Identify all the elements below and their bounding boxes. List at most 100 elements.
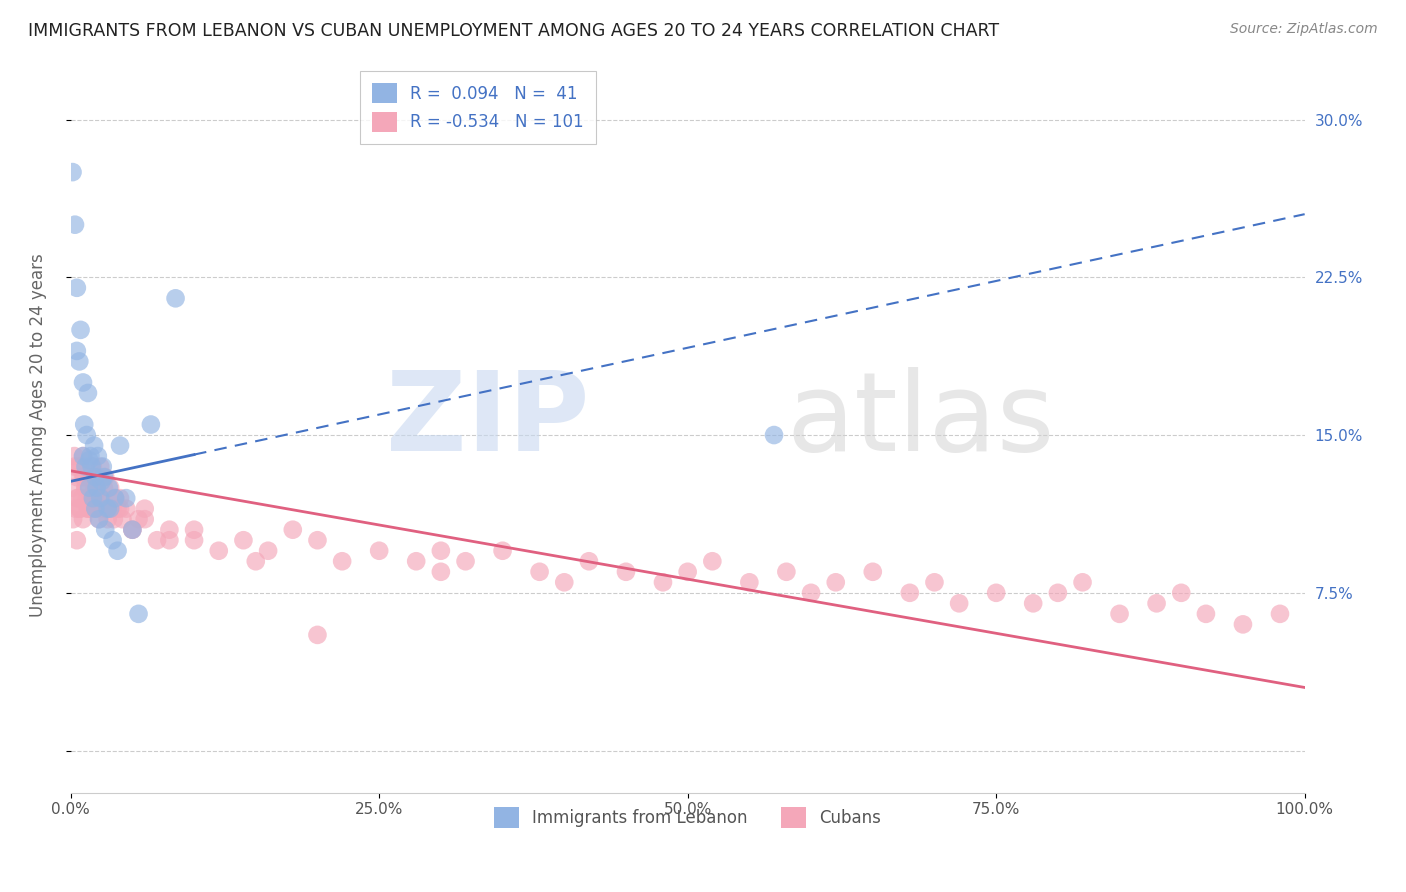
- Point: [529, 565, 551, 579]
- Point: [79, 491, 101, 505]
- Point: [62, 512, 84, 526]
- Point: [66, 491, 89, 505]
- Point: [98, 501, 121, 516]
- Point: [84, 491, 107, 505]
- Point: [134, 501, 156, 516]
- Point: [63, 218, 86, 232]
- Point: [405, 554, 427, 568]
- Point: [1195, 607, 1218, 621]
- Point: [77, 386, 100, 401]
- Text: Source: ZipAtlas.com: Source: ZipAtlas.com: [1230, 22, 1378, 37]
- Point: [1268, 607, 1291, 621]
- Point: [91, 501, 114, 516]
- Point: [79, 449, 101, 463]
- Point: [157, 523, 180, 537]
- Point: [183, 523, 205, 537]
- Point: [1046, 586, 1069, 600]
- Point: [75, 481, 97, 495]
- Point: [72, 449, 94, 463]
- Point: [75, 459, 97, 474]
- Point: [67, 501, 90, 516]
- Point: [553, 575, 575, 590]
- Point: [66, 533, 89, 548]
- Point: [257, 543, 280, 558]
- Text: atlas: atlas: [786, 368, 1054, 475]
- Point: [73, 470, 96, 484]
- Point: [128, 512, 150, 526]
- Point: [76, 428, 98, 442]
- Point: [128, 607, 150, 621]
- Point: [90, 491, 112, 505]
- Point: [108, 491, 131, 505]
- Point: [1232, 617, 1254, 632]
- Point: [73, 417, 96, 432]
- Point: [87, 449, 110, 463]
- Point: [208, 543, 231, 558]
- Point: [986, 586, 1008, 600]
- Point: [94, 523, 117, 537]
- Point: [101, 501, 124, 516]
- Point: [1108, 607, 1130, 621]
- Point: [70, 491, 93, 505]
- Point: [77, 481, 100, 495]
- Point: [139, 417, 162, 432]
- Point: [98, 481, 121, 495]
- Point: [111, 512, 134, 526]
- Point: [103, 512, 125, 526]
- Point: [91, 459, 114, 474]
- Point: [578, 554, 600, 568]
- Point: [738, 575, 761, 590]
- Point: [763, 428, 786, 442]
- Point: [245, 554, 267, 568]
- Point: [80, 459, 103, 474]
- Point: [165, 291, 187, 305]
- Point: [89, 459, 111, 474]
- Point: [800, 586, 823, 600]
- Point: [824, 575, 846, 590]
- Point: [121, 523, 143, 537]
- Point: [775, 565, 797, 579]
- Point: [454, 554, 477, 568]
- Point: [330, 554, 353, 568]
- Point: [121, 523, 143, 537]
- Point: [90, 475, 112, 489]
- Point: [183, 533, 205, 548]
- Point: [69, 323, 91, 337]
- Point: [82, 491, 104, 505]
- Point: [676, 565, 699, 579]
- Point: [108, 501, 131, 516]
- Point: [491, 543, 513, 558]
- Point: [65, 501, 87, 516]
- Point: [84, 470, 107, 484]
- Point: [63, 459, 86, 474]
- Point: [924, 575, 946, 590]
- Point: [115, 491, 138, 505]
- Point: [94, 470, 117, 484]
- Point: [107, 501, 129, 516]
- Point: [157, 533, 180, 548]
- Point: [97, 481, 120, 495]
- Point: [134, 512, 156, 526]
- Point: [104, 491, 127, 505]
- Point: [281, 523, 304, 537]
- Point: [77, 501, 100, 516]
- Point: [97, 512, 120, 526]
- Point: [83, 481, 105, 495]
- Y-axis label: Unemployment Among Ages 20 to 24 years: Unemployment Among Ages 20 to 24 years: [30, 253, 46, 617]
- Point: [93, 470, 115, 484]
- Point: [72, 376, 94, 390]
- Point: [121, 523, 143, 537]
- Point: [430, 543, 453, 558]
- Point: [62, 481, 84, 495]
- Point: [72, 512, 94, 526]
- Point: [63, 449, 86, 463]
- Point: [86, 481, 108, 495]
- Point: [83, 439, 105, 453]
- Point: [1022, 596, 1045, 610]
- Text: ZIP: ZIP: [385, 368, 589, 475]
- Point: [75, 481, 97, 495]
- Point: [87, 470, 110, 484]
- Legend: Immigrants from Lebanon, Cubans: Immigrants from Lebanon, Cubans: [488, 801, 889, 834]
- Point: [62, 165, 84, 179]
- Point: [66, 470, 89, 484]
